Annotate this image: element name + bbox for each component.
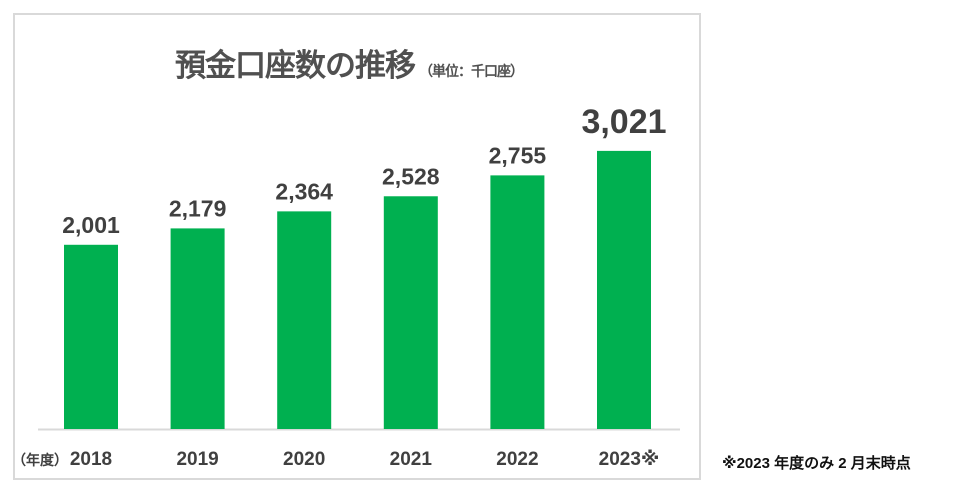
x-tick-label: 2018	[70, 449, 112, 470]
x-tick-label: 2023※	[599, 449, 660, 470]
footnote: ※2023 年度のみ 2 月末時点	[722, 455, 911, 472]
data-label: 2,001	[62, 212, 120, 238]
title-text: 預金口座数の推移	[175, 48, 416, 83]
bar-2022	[490, 175, 545, 429]
x-tick-label: 2022	[496, 449, 538, 470]
data-label: 2,755	[489, 142, 547, 168]
bar-2019	[170, 228, 225, 429]
x-tick-label: 2021	[390, 449, 433, 470]
data-label: 2,528	[382, 163, 440, 189]
data-label: 2,364	[275, 178, 333, 204]
x-tick-label: 2020	[283, 449, 325, 470]
chart-frame	[13, 13, 701, 480]
chart-title: 預金口座数の推移 （単位：千口座）	[175, 40, 524, 85]
x-tick-label: 2019	[176, 449, 218, 470]
bar-2018	[64, 244, 118, 429]
bar-2023※	[597, 150, 651, 429]
data-label: 2,179	[169, 195, 227, 221]
data-label: 3,021	[581, 103, 666, 141]
unit-label: （単位：千口座）	[419, 63, 524, 79]
bar-2020	[277, 211, 332, 429]
bar-2021	[383, 196, 438, 429]
x-axis-label: （年度）	[12, 452, 68, 468]
